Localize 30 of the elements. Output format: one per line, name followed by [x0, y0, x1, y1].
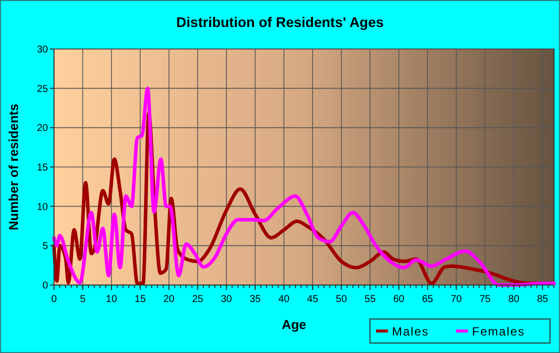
x-tick-label: 5: [80, 294, 86, 305]
x-tick-label: 40: [278, 294, 290, 305]
legend-label: Males: [392, 324, 430, 338]
y-tick-label: 30: [36, 44, 48, 56]
chart-title: Distribution of Residents' Ages: [176, 14, 384, 30]
x-tick-label: 45: [307, 294, 319, 305]
y-tick-label: 5: [42, 241, 48, 252]
x-tick-label: 85: [536, 294, 549, 305]
x-tick-label: 60: [393, 294, 405, 305]
x-tick-label: 10: [106, 294, 118, 305]
y-axis-title: Number of residents: [6, 104, 21, 230]
x-tick-label: 65: [422, 294, 434, 305]
x-tick-label: 0: [51, 294, 58, 305]
x-tick-label: 35: [250, 294, 262, 305]
y-tick-label: 10: [36, 202, 48, 213]
y-tick-label: 15: [36, 162, 48, 174]
y-tick-label: 25: [36, 84, 48, 95]
x-tick-label: 15: [134, 294, 146, 305]
x-axis-title: Age: [282, 317, 306, 332]
x-tick-label: 30: [220, 294, 232, 305]
x-tick-label: 70: [450, 294, 462, 305]
y-tick-label: 0: [42, 280, 48, 292]
x-tick-label: 20: [163, 294, 175, 305]
x-tick-label: 75: [479, 294, 492, 305]
x-tick-label: 80: [508, 294, 520, 305]
x-tick-label: 25: [192, 294, 204, 305]
x-tick-label: 55: [364, 294, 376, 305]
x-tick-label: 50: [336, 294, 348, 305]
y-tick-label: 20: [36, 123, 48, 134]
legend-label: Females: [472, 324, 526, 338]
